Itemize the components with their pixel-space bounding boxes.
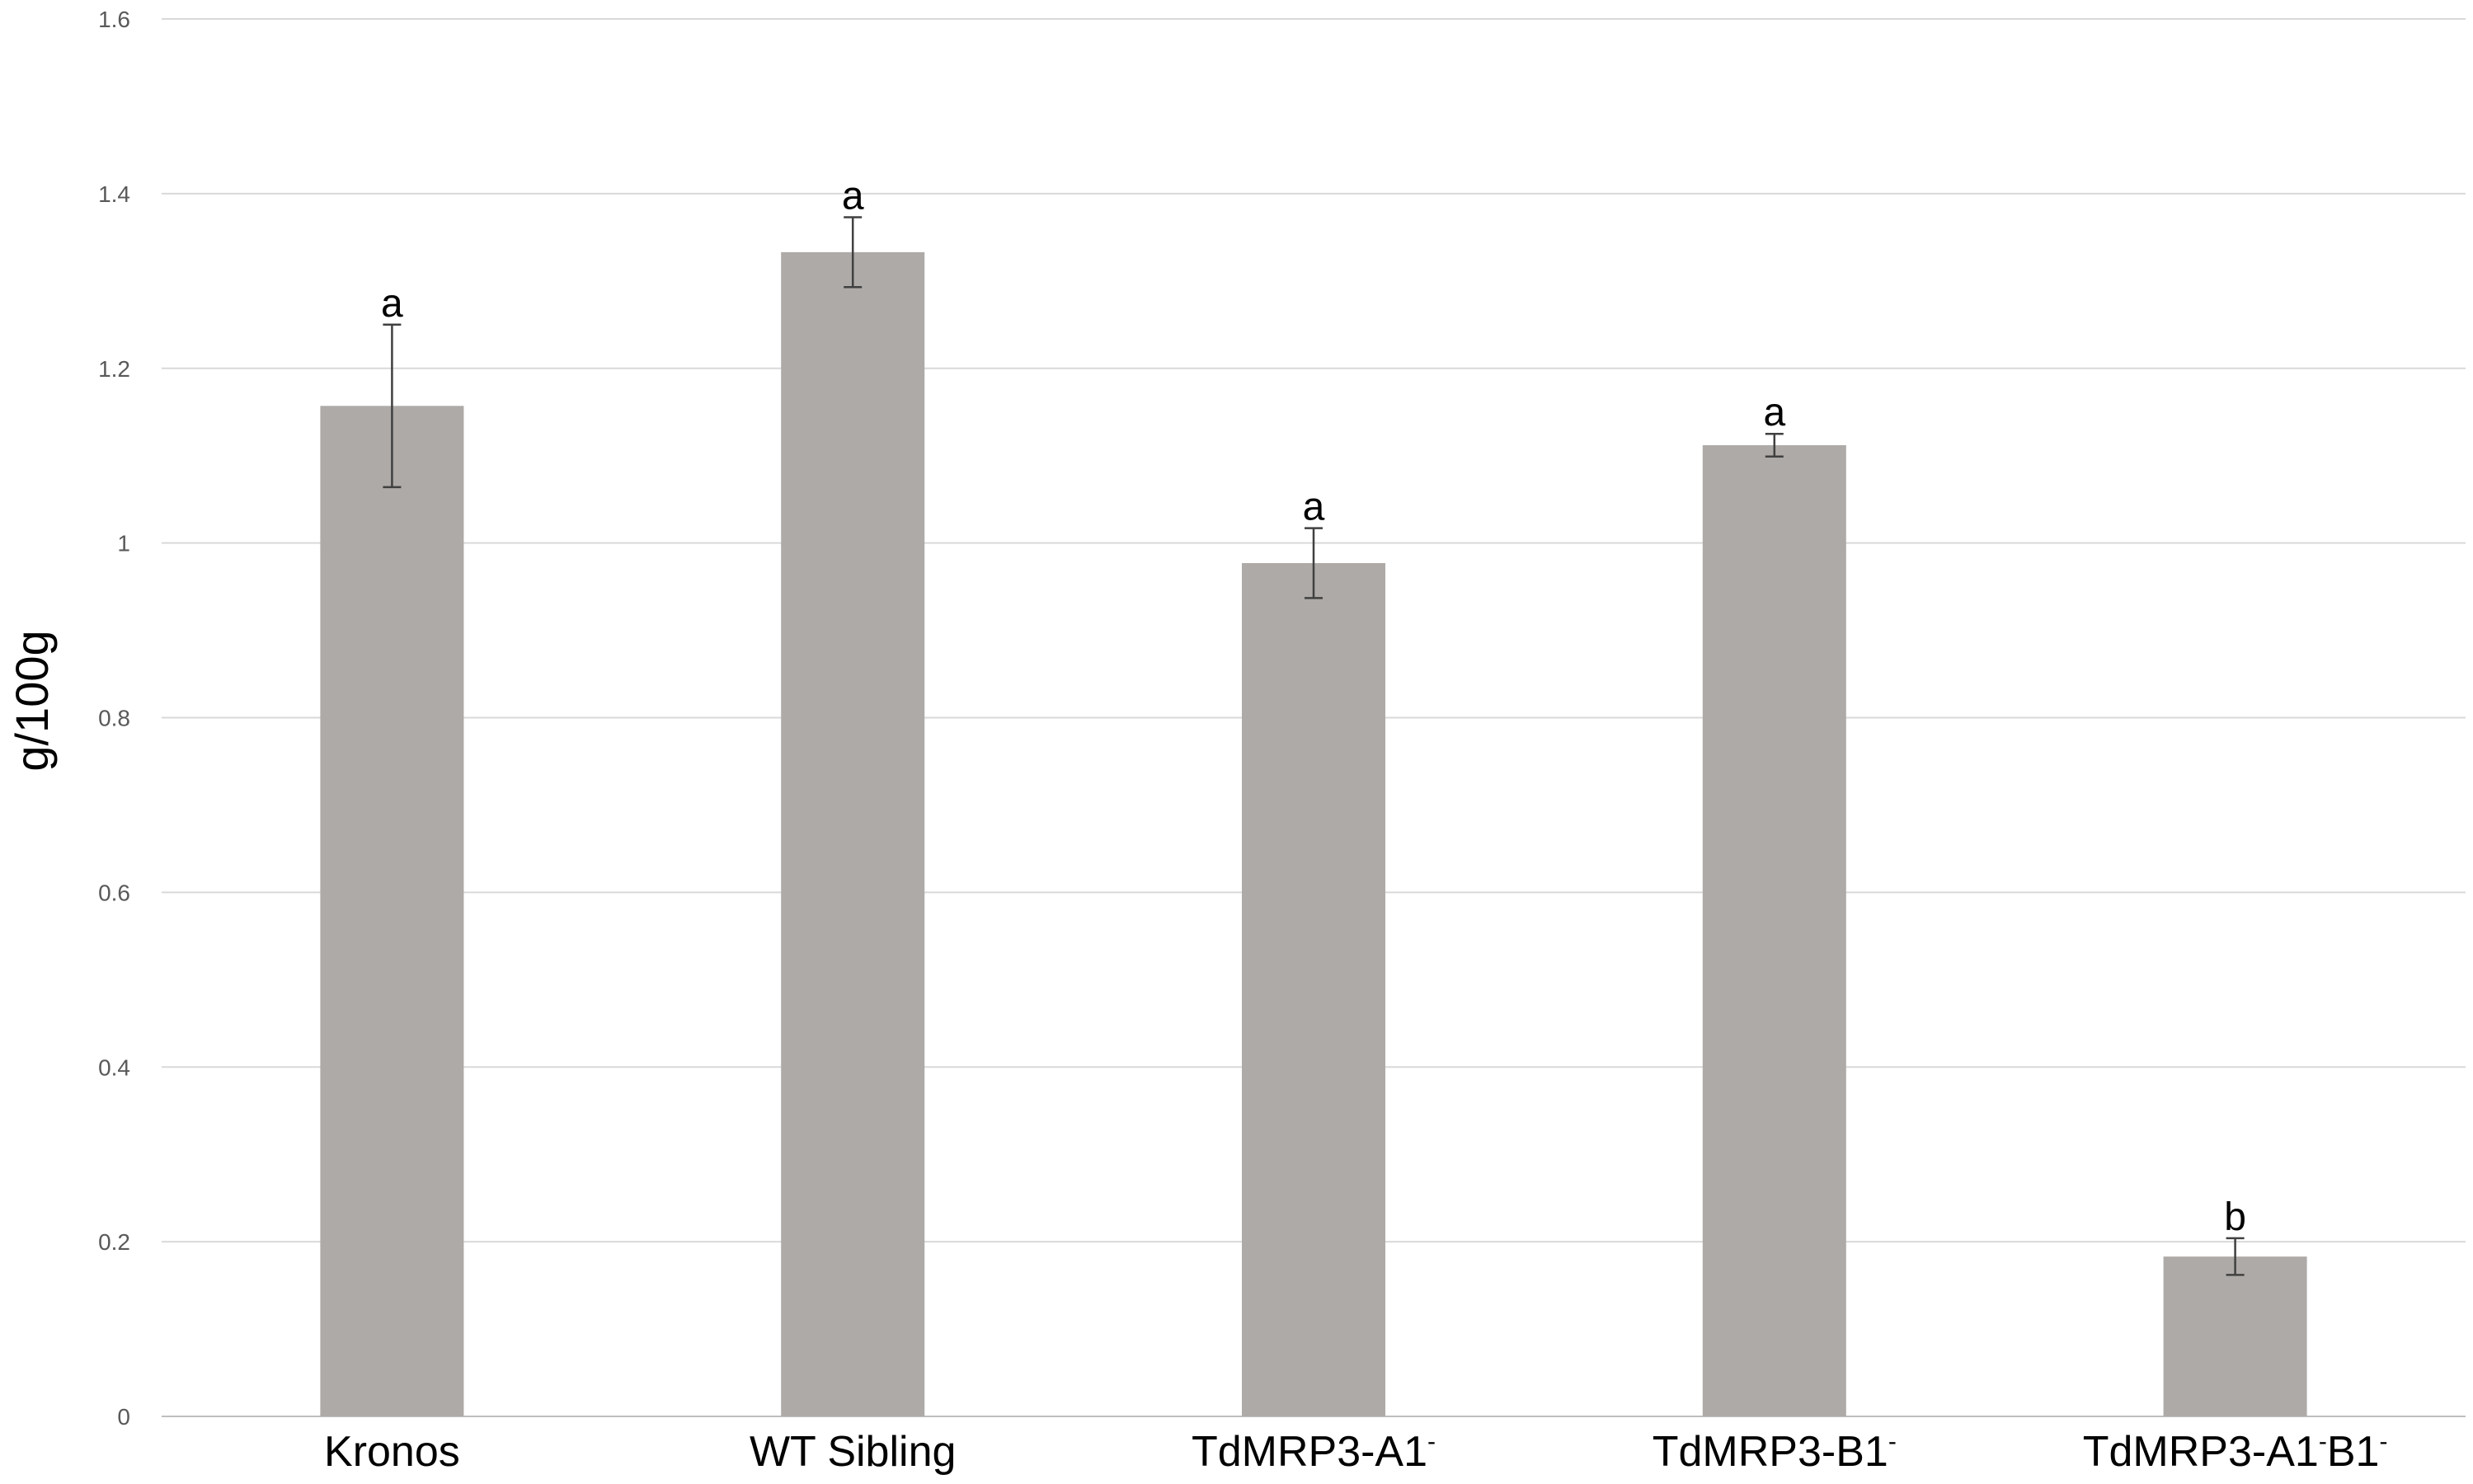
error-bar: [1765, 432, 1784, 458]
significance-letter: a: [1303, 486, 1325, 529]
x-tick-label-superscript: -: [2379, 1428, 2387, 1455]
x-tick-label-text: TdMRP3-A1: [2083, 1428, 2319, 1476]
x-tick-label-superscript: -: [1427, 1428, 1436, 1455]
y-tick-label: 1.2: [98, 356, 130, 382]
bar: [781, 251, 925, 1416]
y-tick-label: 0: [117, 1404, 130, 1430]
x-tick-label: TdMRP3-A1-: [1192, 1428, 1436, 1476]
y-tick-label: 0.6: [98, 880, 130, 905]
bar: [2163, 1256, 2307, 1416]
x-tick-label: WT Sibling: [750, 1428, 956, 1476]
x-tick-label-text: Kronos: [324, 1428, 460, 1476]
error-bars: [383, 216, 2245, 1276]
x-tick-label-text: TdMRP3-B1: [1653, 1428, 1888, 1476]
error-bar: [2226, 1237, 2245, 1276]
y-axis-title: g/100g: [6, 630, 58, 771]
x-tick-label-text: TdMRP3-A1: [1192, 1428, 1427, 1476]
x-tick-label-superscript: -: [1888, 1428, 1897, 1455]
bars: [320, 251, 2307, 1417]
error-bar: [383, 323, 402, 489]
y-tick-label: 1: [117, 531, 130, 556]
significance-letter: b: [2224, 1195, 2246, 1239]
y-tick-label: 1.6: [98, 7, 130, 32]
bar: [1242, 562, 1385, 1416]
labels: 0 0.2 0.4 0.6 0.8 1 1.2 1.4 1.6 a Kronos a WT Siblin…: [98, 7, 2387, 1476]
y-tick-label: 0.4: [98, 1054, 130, 1080]
x-tick-label-text: WT Sibling: [750, 1428, 956, 1476]
error-bar: [1305, 527, 1323, 599]
x-tick-label-text: B1: [2327, 1428, 2380, 1476]
x-tick-label-superscript: -: [2319, 1428, 2327, 1455]
x-tick-label: Kronos: [324, 1428, 460, 1476]
y-tick-label: 1.4: [98, 181, 130, 207]
significance-letter: a: [842, 174, 864, 218]
significance-letter: a: [1763, 391, 1785, 434]
bar: [1702, 444, 1846, 1416]
significance-letter: a: [381, 282, 403, 326]
y-tick-label: 0.2: [98, 1229, 130, 1255]
x-tick-label: TdMRP3-B1-: [1653, 1428, 1897, 1476]
x-tick-label: TdMRP3-A1-B1-: [2083, 1428, 2388, 1476]
y-tick-label: 0.8: [98, 706, 130, 731]
bar: [320, 406, 464, 1417]
error-bar: [844, 216, 863, 289]
